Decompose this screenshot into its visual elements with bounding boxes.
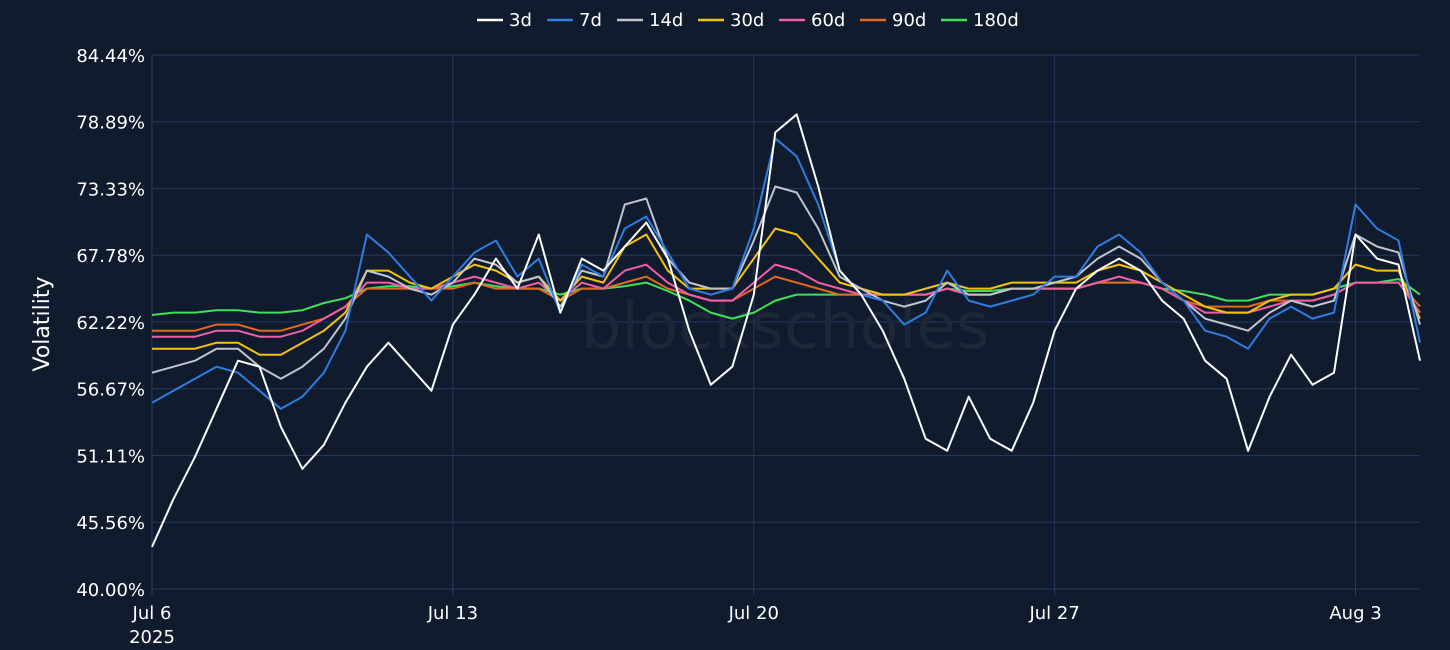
legend-item-14d[interactable]: 14d: [617, 10, 683, 31]
grid: [151, 54, 1420, 590]
x-tick-sublabel: 2025: [129, 627, 175, 648]
legend-label: 14d: [649, 10, 683, 31]
legend-item-180d[interactable]: 180d: [941, 10, 1019, 31]
y-tick-label: 67.78%: [76, 246, 145, 267]
series-line-180d: [151, 278, 1421, 320]
legend-item-3d[interactable]: 3d: [477, 10, 532, 31]
x-tick-label: Aug 3: [1329, 603, 1381, 624]
legend-label: 60d: [811, 10, 845, 31]
x-axis: Jul 6 2025 Jul 13 Jul 20 Jul 27 Aug 3: [129, 589, 1382, 648]
legend-label: 3d: [509, 10, 532, 31]
legend-item-7d[interactable]: 7d: [547, 10, 602, 31]
series-line-7d: [151, 137, 1421, 410]
series-line-3d: [151, 113, 1421, 548]
series-lines: [151, 113, 1421, 548]
legend[interactable]: 3d 7d 14d 30d 60d 90d 180d: [477, 10, 1019, 31]
y-tick-label: 78.89%: [76, 113, 145, 134]
series-line-60d: [152, 263, 1421, 338]
y-tick-label: 62.22%: [76, 313, 145, 334]
y-axis: 40.00% 45.56% 51.11% 56.67% 62.22% 67.78% 73.3…: [76, 46, 145, 601]
legend-label: 90d: [892, 10, 926, 31]
x-tick-label: Jul 6: [132, 603, 172, 624]
y-tick-label: 56.67%: [76, 380, 145, 401]
legend-label: 30d: [730, 10, 764, 31]
series-line-14d: [151, 185, 1421, 380]
y-tick-label: 84.44%: [76, 46, 145, 67]
y-tick-label: 45.56%: [76, 513, 145, 534]
legend-item-90d[interactable]: 90d: [860, 10, 926, 31]
x-tick-label: Jul 13: [427, 603, 478, 624]
legend-label: 7d: [579, 10, 602, 31]
y-tick-label: 40.00%: [76, 580, 145, 601]
y-tick-label: 51.11%: [76, 447, 145, 468]
legend-label: 180d: [973, 10, 1019, 31]
watermark: blockscholes: [581, 290, 990, 364]
x-tick-label: Jul 27: [1028, 603, 1079, 624]
y-axis-title: Volatility: [30, 276, 55, 371]
legend-item-60d[interactable]: 60d: [779, 10, 845, 31]
y-tick-label: 73.33%: [76, 180, 145, 201]
x-tick-label: Jul 20: [728, 603, 779, 624]
legend-item-30d[interactable]: 30d: [698, 10, 764, 31]
